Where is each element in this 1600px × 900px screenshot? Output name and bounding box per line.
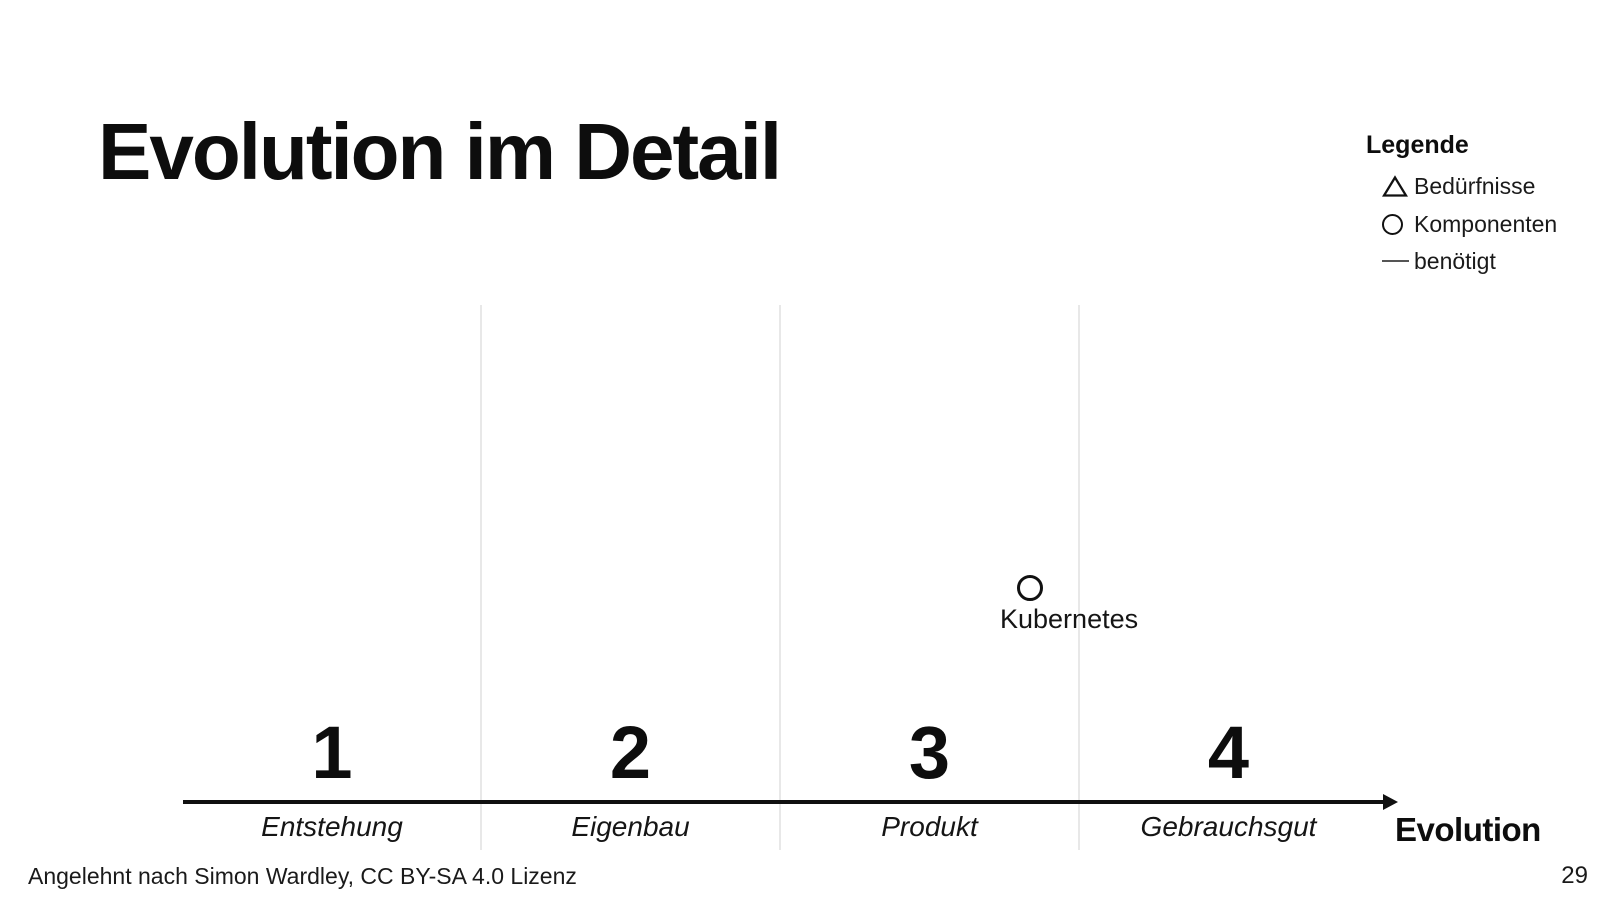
- stage-number-3: 3: [908, 711, 951, 794]
- line-icon: [1382, 260, 1414, 262]
- attribution-text: Angelehnt nach Simon Wardley, CC BY-SA 4…: [28, 863, 577, 889]
- stage-divider-3: [1078, 305, 1080, 850]
- legend-item-label: benötigt: [1414, 247, 1496, 274]
- legend-item-komponenten: Komponenten: [1382, 209, 1557, 239]
- evolution-axis-line: [183, 800, 1383, 804]
- legend-item-beduerfnisse: Bedürfnisse: [1382, 171, 1535, 201]
- legend-item-label: Komponenten: [1414, 210, 1558, 237]
- triangle-icon: [1382, 174, 1414, 198]
- page-number: 29: [1561, 862, 1588, 889]
- stage-label-gebrauchsgut: Gebrauchsgut: [1140, 811, 1317, 842]
- axis-arrowhead-icon: [1383, 794, 1398, 810]
- stage-divider-1: [480, 305, 482, 850]
- legend-item-benoetigt: benötigt: [1382, 246, 1496, 276]
- stage-number-4: 4: [1207, 711, 1250, 794]
- component-node-label: Kubernetes: [1000, 604, 1139, 634]
- stage-label-entstehung: Entstehung: [261, 811, 403, 842]
- stage-label-produkt: Produkt: [881, 811, 978, 842]
- stage-number-1: 1: [311, 711, 353, 794]
- stage-number-2: 2: [609, 711, 652, 794]
- stage-label-eigenbau: Eigenbau: [571, 811, 690, 842]
- stage-divider-2: [779, 305, 781, 850]
- circle-icon: [1382, 213, 1414, 235]
- legend-item-label: Bedürfnisse: [1414, 172, 1536, 199]
- page-title: Evolution im Detail: [98, 106, 782, 196]
- legend-title: Legende: [1366, 131, 1469, 159]
- component-node-circle-icon: [1017, 575, 1043, 601]
- axis-title-evolution: Evolution: [1395, 811, 1541, 848]
